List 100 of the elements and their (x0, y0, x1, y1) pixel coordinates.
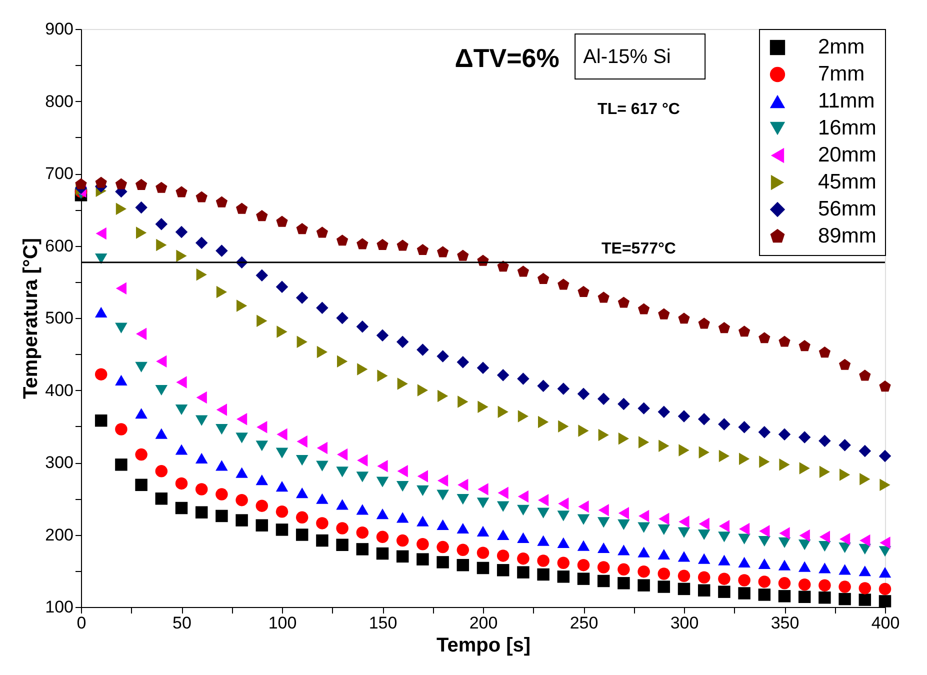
point (75, 178, 87, 190)
point (456, 494, 470, 505)
point (356, 320, 369, 333)
y-tick-label: 700 (45, 164, 74, 183)
point (175, 444, 188, 455)
point (256, 420, 268, 434)
point (577, 558, 590, 572)
point (336, 538, 348, 551)
point (738, 587, 750, 600)
point (397, 378, 408, 390)
point (557, 510, 570, 522)
point (216, 488, 228, 500)
point (537, 508, 550, 518)
point (216, 196, 228, 208)
y-tick-label: 100 (45, 598, 74, 616)
point (276, 448, 288, 458)
point (517, 504, 530, 516)
point (276, 280, 288, 294)
annotation: ΔTV=6% (454, 43, 560, 73)
point (336, 499, 348, 510)
point (638, 402, 650, 414)
point (880, 536, 890, 549)
y-tick-label: 600 (45, 236, 74, 256)
point (738, 326, 750, 337)
point (598, 428, 609, 442)
point (476, 562, 490, 574)
point (276, 216, 288, 227)
point (456, 356, 470, 368)
point (597, 561, 610, 574)
point (557, 556, 570, 570)
point (296, 435, 308, 448)
point (738, 556, 750, 568)
point (376, 547, 389, 560)
point (759, 456, 770, 468)
point (858, 544, 872, 555)
point (436, 556, 449, 568)
point (638, 579, 650, 592)
point (738, 534, 750, 544)
point (698, 571, 710, 584)
point (478, 400, 488, 413)
point (135, 178, 148, 190)
point (638, 546, 650, 558)
point (476, 546, 490, 559)
point (376, 508, 389, 520)
point (176, 186, 188, 198)
point (276, 326, 288, 338)
point (878, 582, 892, 596)
point (517, 372, 530, 385)
point (537, 554, 550, 567)
point (557, 570, 570, 583)
point (115, 423, 128, 436)
point (497, 260, 509, 272)
y-tick-label: 200 (45, 525, 74, 544)
point (316, 517, 328, 530)
point (176, 376, 187, 388)
point (396, 534, 409, 547)
x-tick-label: 0 (76, 614, 86, 632)
point (236, 300, 248, 312)
point (416, 244, 429, 256)
point (678, 312, 690, 324)
point (316, 226, 328, 238)
point (638, 436, 650, 448)
point (336, 448, 348, 461)
point (698, 518, 710, 530)
point (638, 565, 650, 578)
point (236, 494, 248, 506)
point (316, 302, 328, 314)
point (798, 561, 811, 572)
point (356, 526, 369, 539)
point (819, 530, 830, 544)
point (458, 478, 468, 492)
point (296, 455, 308, 466)
point (296, 223, 308, 234)
point (758, 558, 771, 569)
point (356, 543, 369, 556)
point (798, 590, 811, 604)
point (195, 483, 208, 496)
point (618, 519, 630, 530)
point (175, 404, 188, 416)
point (256, 269, 268, 282)
point (718, 532, 730, 542)
point (558, 420, 569, 432)
x-tick-label: 400 (871, 614, 900, 632)
point (476, 498, 490, 508)
point (256, 440, 268, 452)
point (678, 527, 690, 538)
point (94, 414, 108, 427)
point (175, 226, 188, 238)
point (316, 460, 328, 472)
x-tick-label: 150 (368, 614, 398, 632)
point (658, 524, 670, 535)
point (738, 452, 750, 466)
point (517, 552, 530, 565)
point (577, 514, 590, 525)
point (94, 368, 108, 380)
point (618, 563, 630, 576)
point (638, 522, 650, 533)
point (496, 368, 510, 382)
point (416, 485, 429, 496)
point (597, 392, 610, 406)
